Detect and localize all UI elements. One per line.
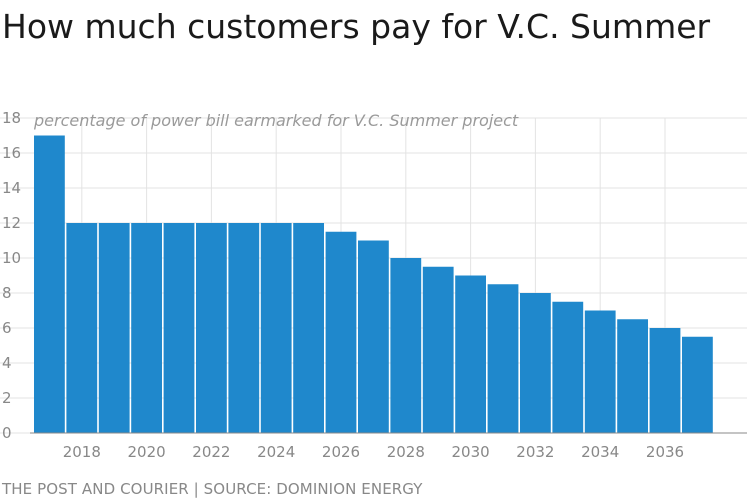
y-tick-label: 16 [2,144,21,162]
x-tick-label: 2034 [581,443,619,461]
bar-2019 [98,223,130,433]
bars [34,135,713,433]
bar-2022 [196,223,227,433]
y-tick-label: 8 [2,284,12,302]
bar-2018 [66,223,98,433]
x-tick-label: 2026 [322,443,360,461]
x-tick-label: 2024 [257,443,295,461]
x-tick-label: 2028 [387,443,425,461]
bar-2035 [617,319,648,433]
x-tick-label: 2036 [646,443,684,461]
bar-2037 [682,336,713,433]
bar-2021 [163,223,195,433]
y-tick-label: 6 [2,319,12,337]
source-credit: THE POST AND COURIER | SOURCE: DOMINION … [2,480,423,498]
bar-2029 [422,266,454,433]
chart-title: How much customers pay for V.C. Summer [2,7,711,46]
y-tick-label: 18 [2,109,21,127]
x-tick-label: 2032 [516,443,554,461]
bar-2025 [293,223,324,433]
bar-2020 [131,223,162,433]
bar-2034 [584,310,616,433]
y-tick-label: 4 [2,354,12,372]
x-tick-label: 2030 [452,443,490,461]
bar-chart: 0 2 4 6 8 10 12 14 16 18 2018 2020 2022 2024 2026 2028 2… [0,109,747,461]
y-tick-label: 14 [2,179,21,197]
y-tick-label: 0 [2,424,12,442]
y-tick-label: 10 [2,249,21,267]
x-tick-label: 2020 [128,443,166,461]
bar-2028 [390,258,422,433]
x-tick-label: 2022 [192,443,230,461]
bar-2017 [34,135,65,433]
axes: 0 2 4 6 8 10 12 14 16 18 2018 2020 2022 2024 2026 2028 2… [2,109,747,461]
bar-2023 [228,223,260,433]
y-tick-label: 2 [2,389,12,407]
y-tick-label: 12 [2,214,21,232]
chart-subtitle: percentage of power bill earmarked for V… [33,111,519,130]
bar-2024 [260,223,292,433]
bar-2030 [455,275,486,433]
x-tick-label: 2018 [63,443,101,461]
bar-2026 [325,231,357,433]
bar-2027 [358,240,389,433]
bar-2036 [649,328,681,433]
bar-2031 [487,284,519,433]
bar-2032 [520,293,551,433]
bar-2033 [552,301,584,433]
